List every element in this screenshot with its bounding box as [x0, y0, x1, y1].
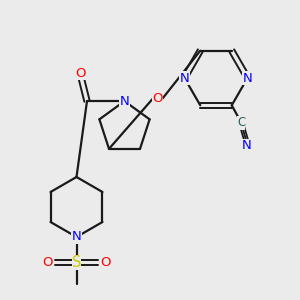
- Text: N: N: [180, 71, 189, 85]
- Text: O: O: [152, 92, 163, 105]
- Text: O: O: [75, 67, 86, 80]
- Text: S: S: [72, 255, 81, 270]
- Text: O: O: [42, 256, 53, 269]
- Text: N: N: [120, 94, 129, 108]
- Text: N: N: [242, 139, 251, 152]
- Text: N: N: [243, 71, 252, 85]
- Text: O: O: [100, 256, 111, 269]
- Text: C: C: [237, 116, 245, 130]
- Text: N: N: [72, 230, 81, 244]
